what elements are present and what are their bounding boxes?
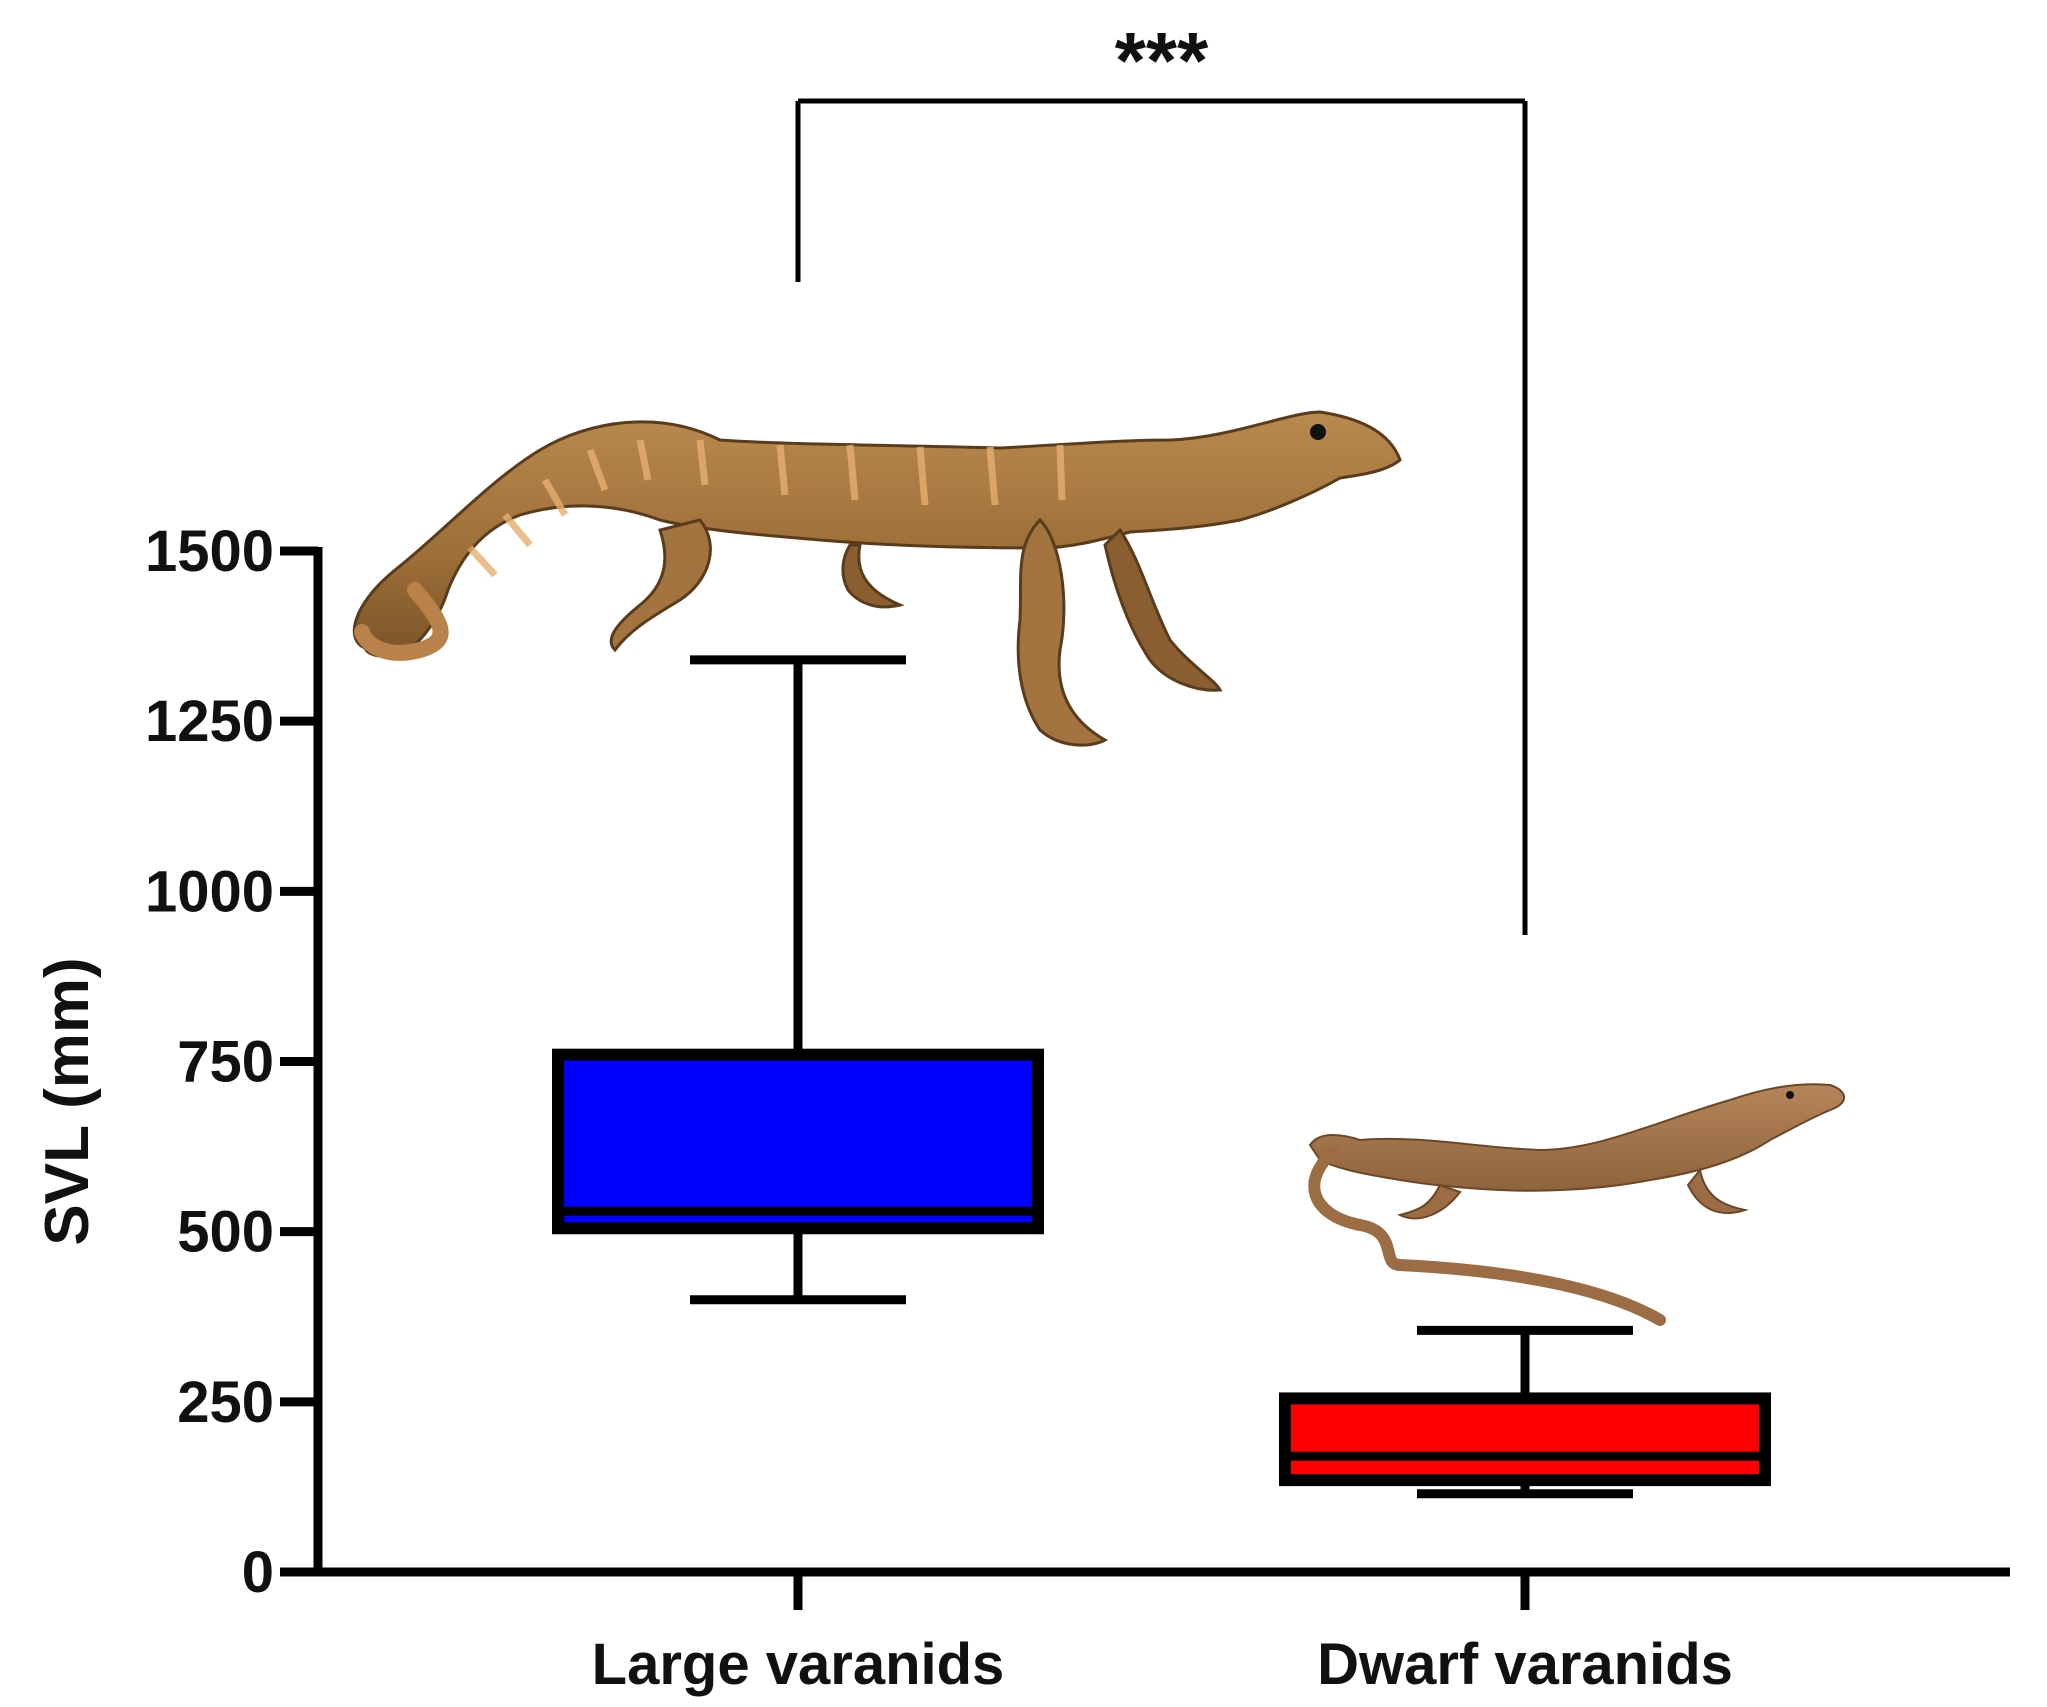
large-varanid-illustration: [352, 410, 1402, 747]
y-tick-label: 250: [177, 1370, 274, 1435]
box-iqr: [552, 1048, 1044, 1235]
x-category-label: Dwarf varanids: [1317, 1632, 1733, 1697]
x-category-label: Large varanids: [592, 1632, 1005, 1697]
y-tick-label: 1500: [145, 519, 274, 584]
dwarf-varanid-illustration: [1308, 1083, 1845, 1326]
box-iqr: [1279, 1392, 1771, 1487]
y-axis-title: SVL (mm): [33, 957, 102, 1245]
significance-label: ***: [1115, 16, 1209, 105]
y-tick-label: 750: [177, 1030, 274, 1095]
y-tick-label: 1250: [145, 689, 274, 754]
y-tick-label: 1000: [145, 859, 274, 924]
y-tick-label: 0: [242, 1540, 274, 1605]
y-tick-label: 500: [177, 1200, 274, 1265]
